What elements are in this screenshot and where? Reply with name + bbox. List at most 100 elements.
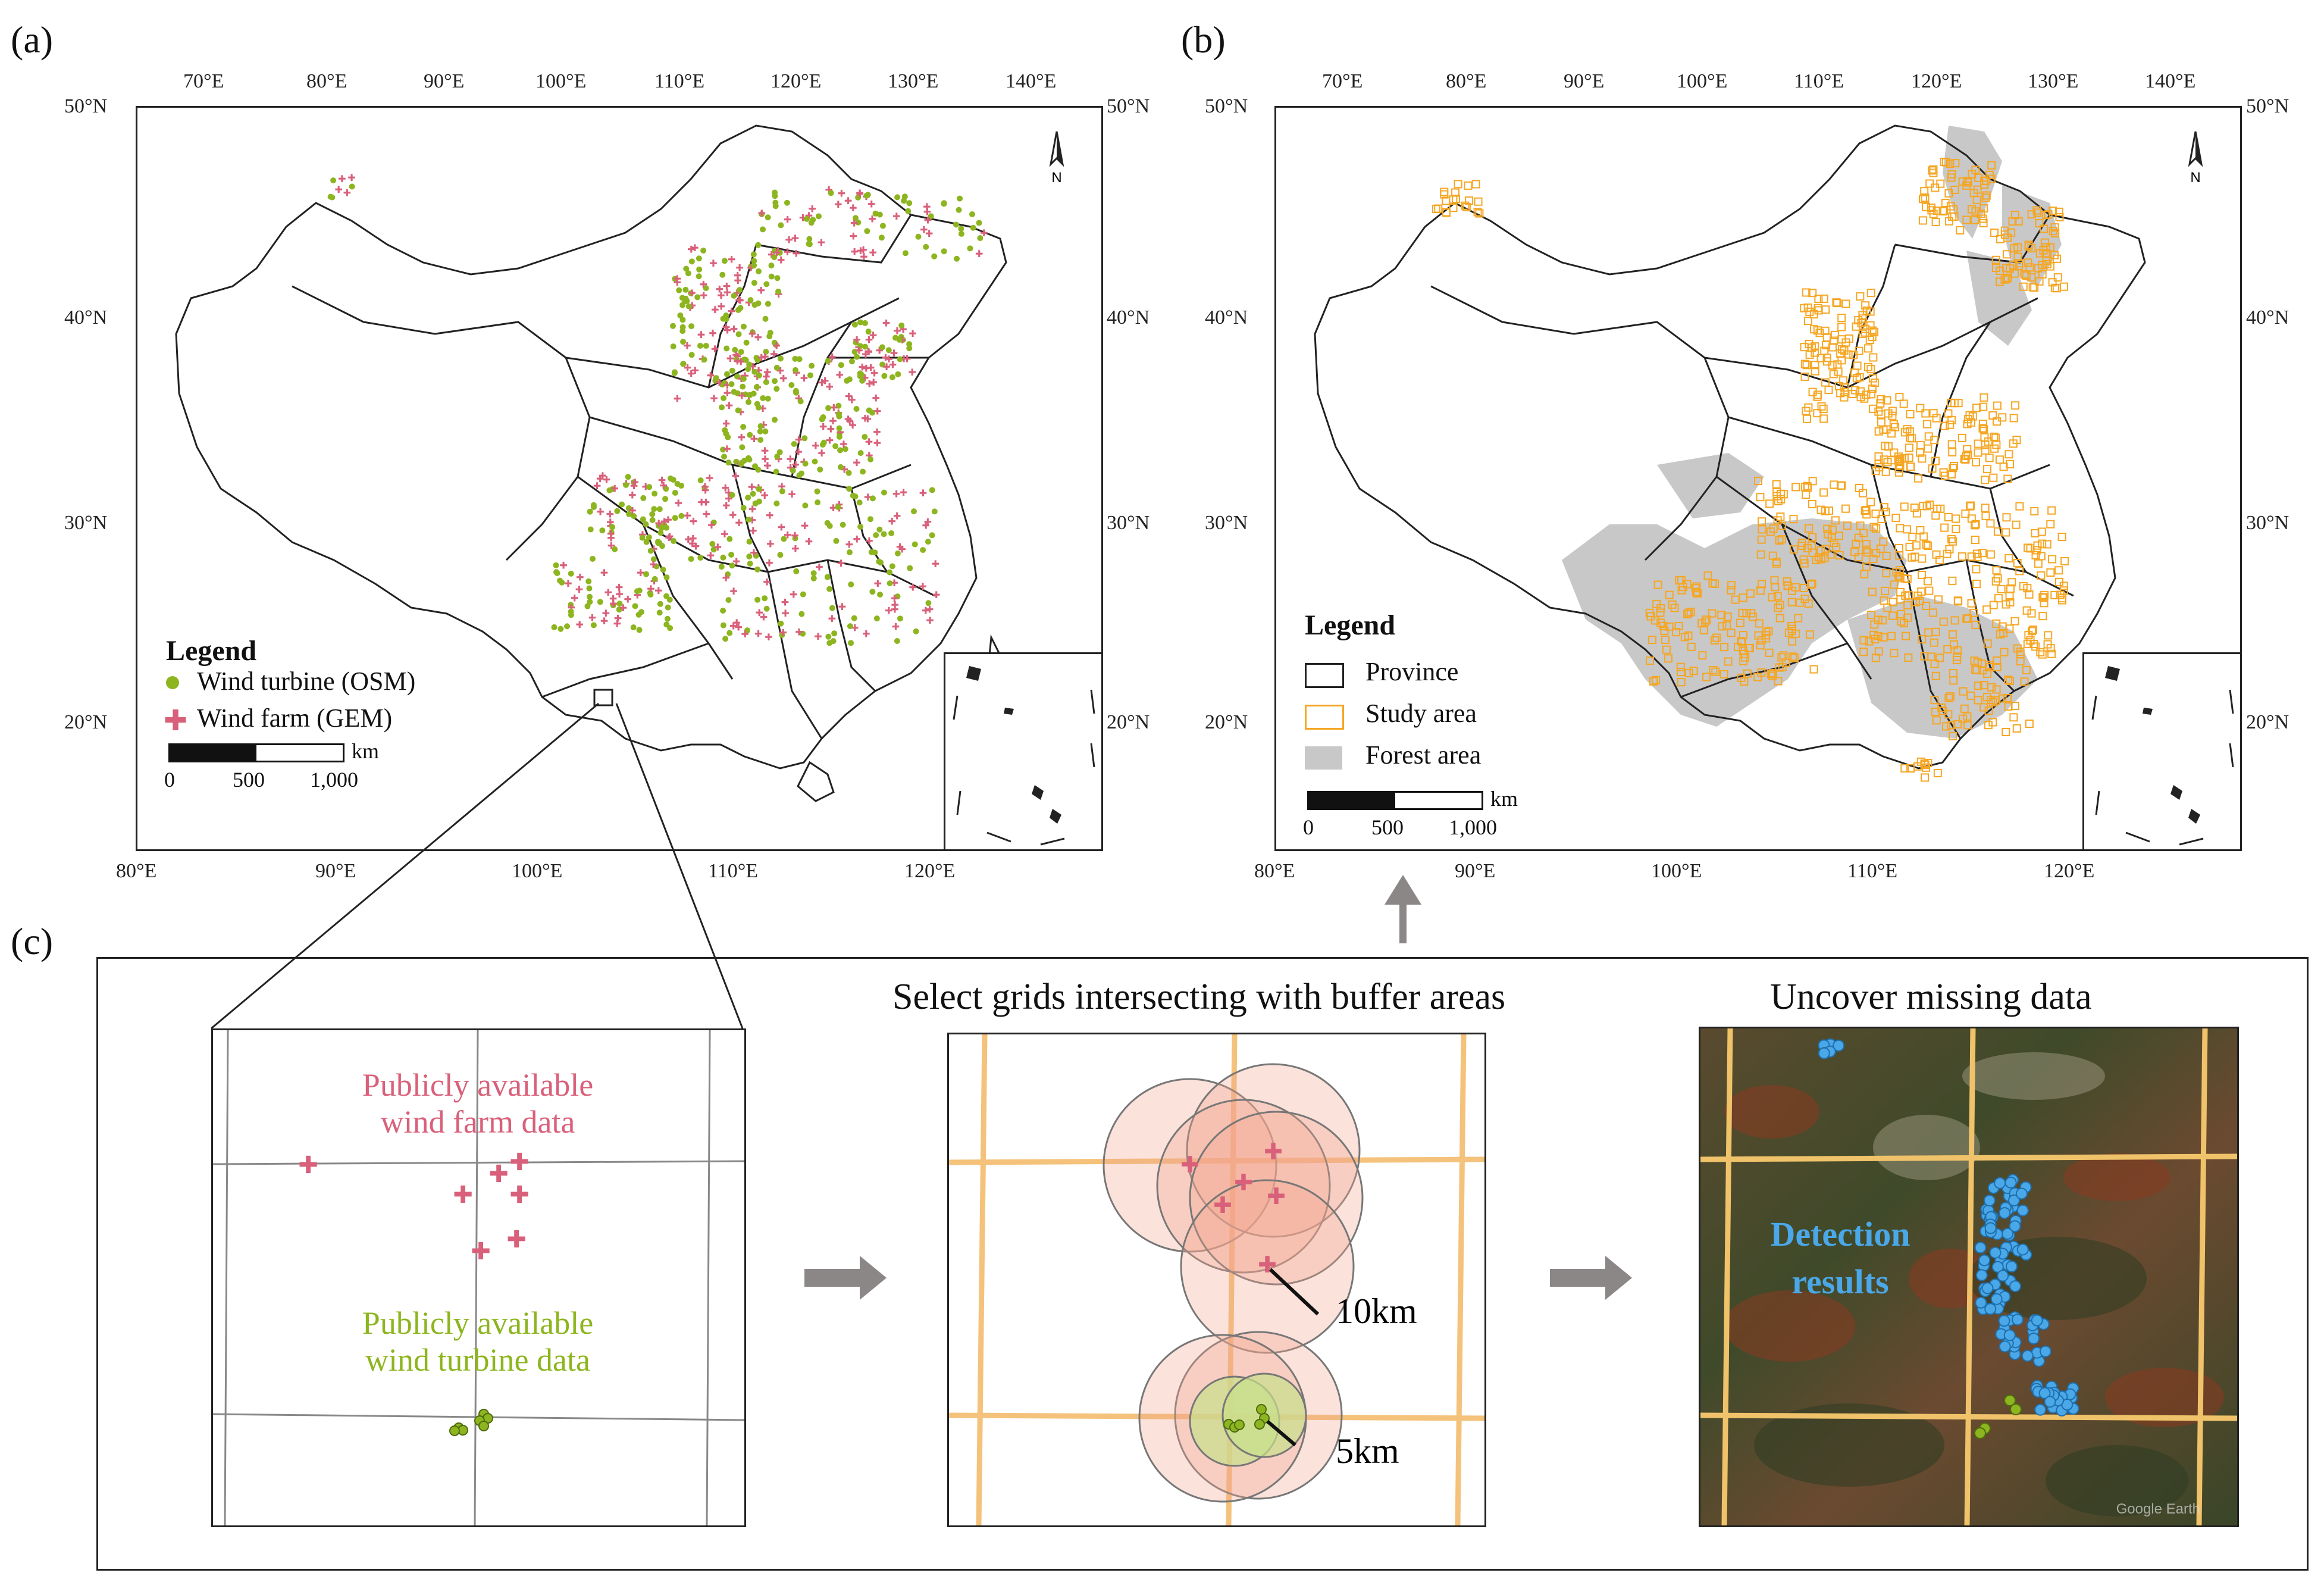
study-grid-cell (1829, 336, 1838, 345)
study-grid-cell (2031, 642, 2040, 651)
zoom-box-a (593, 689, 613, 706)
farm-point: ✚ (609, 598, 617, 609)
turbine-point (859, 371, 865, 378)
farm-point: ✚ (779, 627, 787, 638)
turbine-point (825, 633, 832, 640)
study-grid-cell (1661, 636, 1670, 645)
farm-point: ✚ (564, 578, 572, 589)
study-grid-cell (2004, 676, 2013, 684)
turbine-point (906, 200, 913, 207)
study-grid-cell (1882, 569, 1891, 578)
detection-point (1998, 1315, 2010, 1327)
study-area-grids (1432, 157, 2069, 782)
turbine-point (817, 466, 823, 473)
study-grid-cell (1677, 586, 1686, 595)
farm-point: ✚ (882, 352, 889, 363)
farm-point: ✚ (869, 377, 877, 388)
turbine-point (744, 627, 751, 634)
farm-point: ✚ (748, 328, 756, 339)
study-grid-cell (1771, 583, 1780, 592)
turbine-point (825, 358, 831, 364)
buffer-view: ✚ ✚ ✚ ✚ ✚ ✚ 10km 5km (947, 1033, 1486, 1527)
study-grid-cell (1665, 590, 1674, 599)
study-grid-cell (1874, 427, 1883, 436)
detection-point (2015, 1187, 2028, 1200)
turbine-point (869, 495, 876, 502)
scale-bar-a (168, 743, 344, 762)
study-grid-cell (1869, 630, 1878, 639)
farm-point: ✚ (903, 353, 911, 364)
study-grid-cell (1779, 490, 1788, 499)
study-grid-cell (1684, 668, 1693, 677)
study-grid-cell (1870, 327, 1879, 336)
turbine-point (835, 402, 842, 409)
study-grid-cell (1918, 635, 1927, 644)
study-grid-cell (1863, 362, 1872, 371)
turbine-point (957, 195, 963, 202)
turbine-point (798, 611, 805, 617)
farm-point: ✚ (734, 270, 741, 282)
study-grid-cell (1948, 630, 1957, 639)
farm-point: ✚ (801, 520, 809, 531)
study-grid-cell (1821, 545, 1830, 554)
farm-point: ✚ (738, 390, 746, 402)
turbine-point (659, 543, 665, 549)
study-grid-cell (1947, 170, 1956, 179)
study-grid-cell (1905, 454, 1913, 462)
study-grid-cell (1906, 409, 1915, 418)
study-grid-cell (1987, 174, 1996, 183)
study-grid-cell (2051, 229, 2060, 238)
b-bottom-tick: 110°E (1847, 860, 1898, 882)
turbine-point (663, 621, 670, 628)
study-grid-cell (1989, 473, 1998, 482)
farm-point: ✚ (900, 353, 907, 364)
study-grid-cell (2010, 269, 2019, 278)
turbine-point (859, 377, 866, 384)
turbine-point (800, 630, 806, 637)
farm-point: ✚ (856, 189, 864, 200)
turbine-point (640, 495, 647, 501)
farm-point: ✚ (926, 615, 934, 626)
farm-point: ✚ (766, 539, 774, 550)
study-grid-cell (2033, 208, 2042, 217)
turbine-point (864, 228, 870, 234)
study-grid-cell (1653, 580, 1662, 589)
turbine-point (798, 470, 805, 477)
turbine-point (829, 605, 835, 611)
study-grid-cell (1980, 180, 1988, 189)
turbine-point (676, 287, 682, 293)
turbine-point (778, 222, 784, 229)
a-right-tick: 40°N (1107, 307, 1150, 329)
farm-point: ✚ (697, 496, 705, 508)
farm-point: ✚ (609, 593, 617, 604)
study-grid-cell (1807, 580, 1816, 589)
turbine-point (897, 615, 903, 622)
farm-point: ✚ (868, 214, 876, 225)
turbine-point (738, 349, 744, 355)
radius-10km-line (1269, 1268, 1320, 1316)
study-grid-cell (1950, 616, 1959, 625)
turbine-point (788, 382, 795, 388)
turbine-point (958, 230, 964, 237)
study-grid-cell (2000, 230, 2009, 239)
turbine-point (586, 593, 593, 600)
china-outline-b (1314, 124, 2146, 770)
study-grid-cell (1900, 574, 1909, 583)
study-grid-cell (1674, 622, 1683, 631)
turbine-point (954, 255, 960, 262)
study-grid-cell (1924, 759, 1933, 768)
study-grid-cell (2049, 227, 2057, 236)
farm-point: ✚ (716, 283, 723, 295)
farm-point: ✚ (891, 593, 898, 604)
study-grid-cell (1972, 549, 1981, 558)
a-bottom-tick: 110°E (708, 860, 759, 882)
study-grid-cell (1802, 414, 1811, 423)
turbine-point (587, 508, 593, 515)
farm-point: ✚ (741, 628, 748, 640)
study-grid-cell (1813, 409, 1822, 418)
study-grid-cell (1866, 307, 1875, 316)
study-grid-cell (1652, 676, 1661, 684)
turbine-point (742, 391, 748, 398)
farm-point: ✚ (873, 437, 881, 449)
turbine-point (894, 593, 901, 600)
